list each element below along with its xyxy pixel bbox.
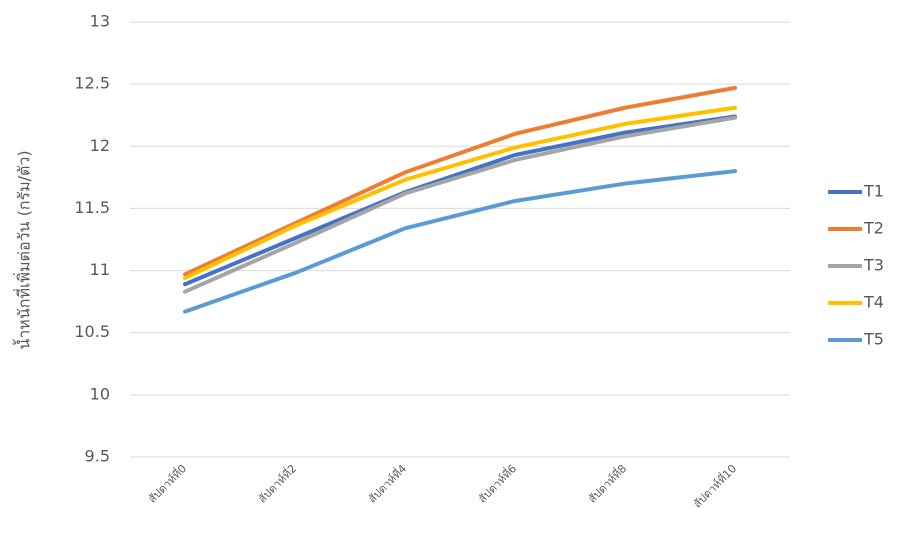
x-tick-label: สัปดาห์ที่6 (474, 461, 519, 506)
y-tick-label: 12.5 (74, 74, 110, 93)
y-tick-label: 12 (90, 136, 110, 155)
y-tick-label: 11.5 (74, 198, 110, 217)
x-tick-label: สัปดาห์ที่4 (364, 461, 409, 506)
y-tick-label: 10.5 (74, 322, 110, 341)
x-tick-label: สัปดาห์ที่0 (144, 461, 189, 506)
legend-label: T1 (863, 182, 884, 201)
legend-label: T4 (863, 293, 884, 312)
y-tick-label: 9.5 (85, 447, 110, 466)
y-tick-label: 11 (90, 260, 110, 279)
series-line (183, 85, 737, 277)
legend-label: T5 (863, 330, 884, 349)
series-line (183, 114, 737, 287)
legend-label: T2 (863, 219, 884, 238)
series-line (183, 105, 737, 281)
y-axis-label: น้ำหนักที่เพิ่มต่อวัน (กรัม/ตัว) (13, 150, 34, 349)
series-line (183, 169, 737, 314)
x-tick-label: สัปดาห์ที่2 (254, 461, 299, 506)
y-tick-label: 13 (90, 12, 110, 31)
x-tick-label: สัปดาห์ที่8 (584, 461, 629, 506)
series-line (183, 115, 737, 294)
legend-label: T3 (863, 256, 884, 275)
x-tick-label: สัปดาห์ที่10 (689, 461, 739, 511)
y-tick-label: 10 (90, 384, 110, 403)
